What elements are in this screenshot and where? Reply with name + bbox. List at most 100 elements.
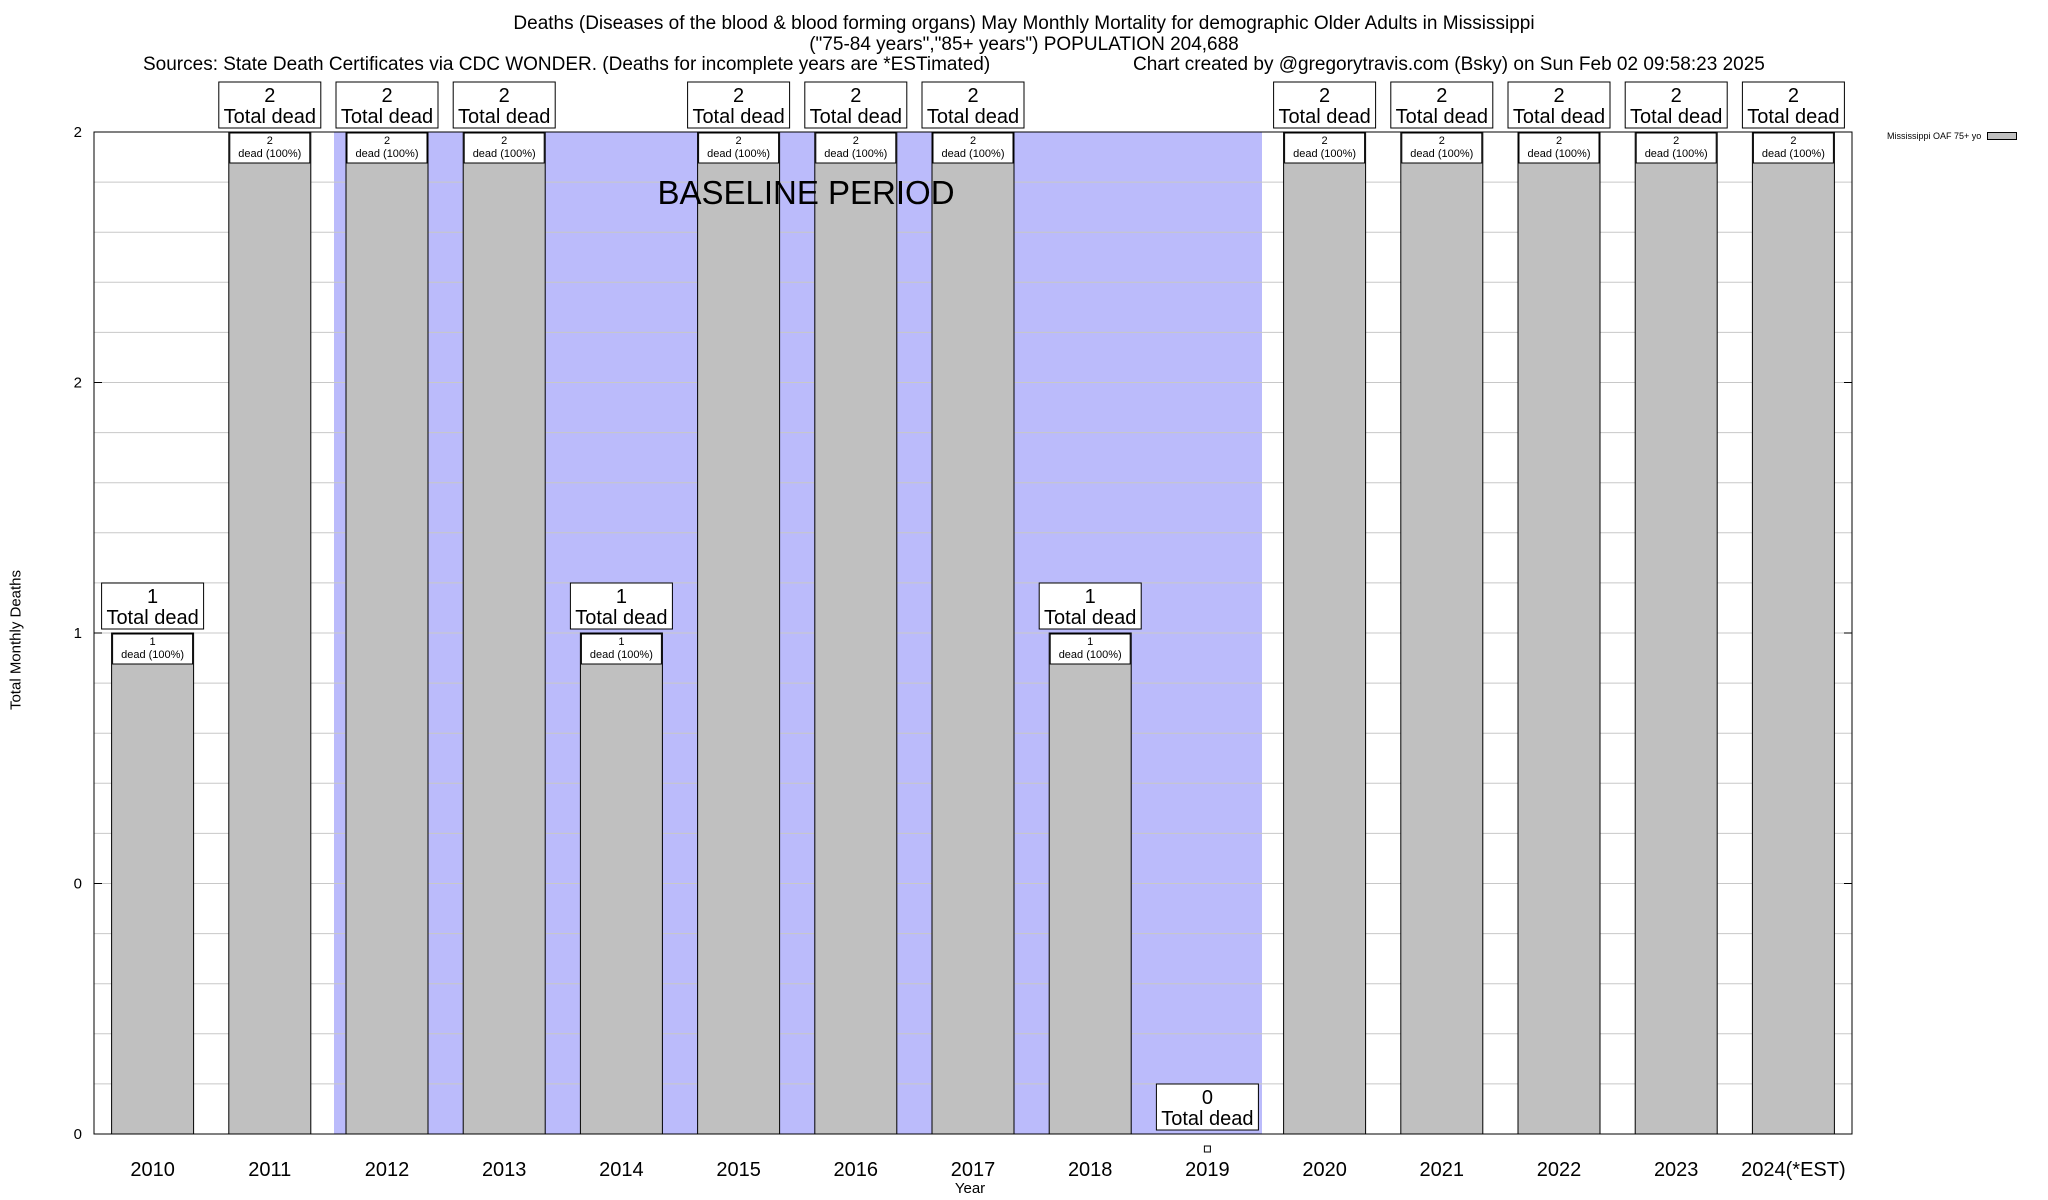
bar-inner-label-box — [463, 132, 545, 164]
bar-total-label-box — [1624, 81, 1728, 129]
bar-total-value: 2 — [264, 85, 275, 107]
bar-inner-text: dead (100%) — [356, 148, 419, 160]
bar — [931, 131, 1015, 1135]
bar-inner-text: dead (100%) — [1059, 649, 1122, 661]
bar — [1751, 131, 1835, 1135]
x-tick-label: 2019 — [1185, 1159, 1230, 1181]
bar-total-value: 2 — [1788, 85, 1799, 107]
x-tick-label: 2015 — [716, 1159, 761, 1181]
bar-inner-label-box — [1752, 132, 1834, 164]
bar — [1283, 131, 1367, 1135]
bar-total-label-box — [804, 81, 908, 129]
bar-inner-value: 1 — [150, 636, 156, 648]
bar-inner-value: 2 — [384, 135, 390, 147]
bar-inner-text: dead (100%) — [1293, 148, 1356, 160]
bar-total-value: 2 — [733, 85, 744, 107]
x-tick-label: 2020 — [1302, 1159, 1347, 1181]
x-tick-label: 2010 — [130, 1159, 175, 1181]
bar — [814, 131, 898, 1135]
bar-total-label-box — [687, 81, 791, 129]
bar-inner-label-box — [580, 633, 662, 665]
bar-total-value: 2 — [850, 85, 861, 107]
bar-total-text: Total dead — [106, 607, 198, 629]
bar-total-label-box — [101, 582, 205, 630]
baseline-label: BASELINE PERIOD — [657, 174, 954, 211]
bar-total-value: 2 — [1436, 85, 1447, 107]
bar — [1400, 131, 1484, 1135]
bar-total-value: 0 — [1202, 1087, 1213, 1109]
bar-inner-value: 2 — [970, 135, 976, 147]
bar-inner-text: dead (100%) — [1528, 148, 1591, 160]
x-tick-label: 2017 — [951, 1159, 996, 1181]
bar-total-label-box — [218, 81, 322, 129]
bar-total-text: Total dead — [810, 106, 902, 128]
legend-label: Mississippi OAF 75+ yo — [1887, 131, 1982, 141]
bar-inner-value: 2 — [501, 135, 507, 147]
bar-inner-label-box — [229, 132, 311, 164]
bar-total-value: 2 — [1553, 85, 1564, 107]
bar-total-text: Total dead — [1396, 106, 1488, 128]
bar-total-value: 1 — [147, 586, 158, 608]
bar-inner-text: dead (100%) — [707, 148, 770, 160]
y-tick-label: 1 — [74, 625, 82, 642]
chart-credit: Chart created by @gregorytravis.com (Bsk… — [1133, 54, 1765, 75]
bar-inner-value: 2 — [1439, 135, 1445, 147]
bar-total-text: Total dead — [575, 607, 667, 629]
bar-inner-text: dead (100%) — [824, 148, 887, 160]
legend-swatch — [1987, 132, 2018, 140]
bar-total-label-box — [921, 81, 1025, 129]
x-tick-label: 2012 — [365, 1159, 410, 1181]
bar-total-text: Total dead — [1044, 607, 1136, 629]
bar-total-value: 2 — [1319, 85, 1330, 107]
x-tick-label: 2014 — [599, 1159, 644, 1181]
bar-inner-label-box — [698, 132, 780, 164]
bar-inner-label-box — [815, 132, 897, 164]
bar-total-label-box — [1273, 81, 1377, 129]
bar-inner-value: 1 — [1087, 636, 1093, 648]
bar — [111, 632, 195, 1135]
bar-total-value: 2 — [967, 85, 978, 107]
bar-inner-text: dead (100%) — [1645, 148, 1708, 160]
bar-inner-label-box — [1518, 132, 1600, 164]
bar-inner-value: 2 — [1673, 135, 1679, 147]
bar-total-text: Total dead — [927, 106, 1019, 128]
bar-total-text: Total dead — [1747, 106, 1839, 128]
bar-total-value: 1 — [616, 586, 627, 608]
bar-inner-label-box — [1049, 633, 1131, 665]
bar-total-text: Total dead — [1513, 106, 1605, 128]
x-tick-label: 2016 — [834, 1159, 879, 1181]
bar — [1517, 131, 1601, 1135]
bar — [1634, 131, 1718, 1135]
bar-total-text: Total dead — [341, 106, 433, 128]
bar — [228, 131, 312, 1135]
bar-total-label-box — [569, 582, 673, 630]
bar-inner-text: dead (100%) — [121, 649, 184, 661]
bar-inner-value: 2 — [267, 135, 273, 147]
x-tick-label: 2011 — [248, 1159, 291, 1181]
chart-sources: Sources: State Death Certificates via CD… — [143, 54, 991, 75]
bar-total-text: Total dead — [458, 106, 550, 128]
bar-total-label-box — [335, 81, 439, 129]
